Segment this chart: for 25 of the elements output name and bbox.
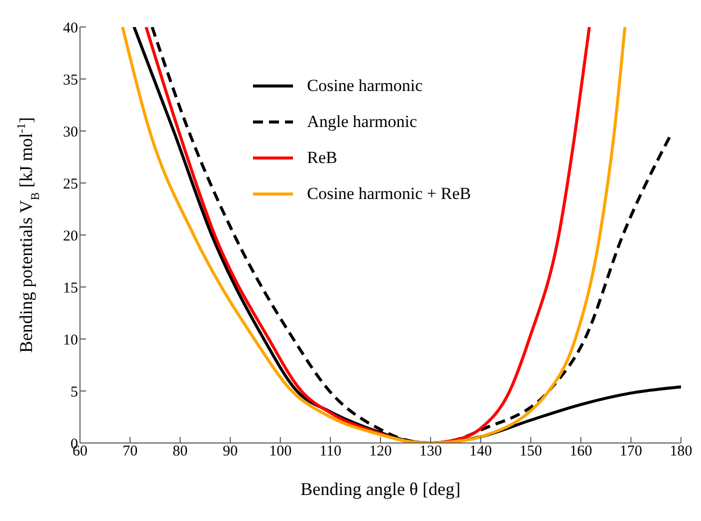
- x-axis-title: Bending angle θ [deg]: [300, 479, 461, 499]
- x-tick-label: 100: [269, 444, 292, 460]
- y-tick-label: 30: [63, 124, 78, 140]
- legend-label: Cosine harmonic + ReB: [307, 184, 471, 204]
- x-tick-label: 160: [570, 444, 592, 460]
- x-tick-label: 90: [222, 444, 238, 460]
- x-tick-label: 110: [319, 444, 342, 460]
- legend-label: ReB: [307, 148, 338, 168]
- y-tick-label: 25: [63, 176, 78, 192]
- x-tick-label: 120: [369, 444, 392, 460]
- y-tick-label: 5: [70, 384, 78, 400]
- x-tick-label: 130: [419, 444, 442, 460]
- y-tick-label: 20: [63, 228, 78, 244]
- legend-label: Cosine harmonic: [307, 76, 423, 96]
- y-tick-label: 40: [63, 20, 78, 36]
- x-tick-label: 150: [520, 444, 542, 460]
- legend-label: Angle harmonic: [307, 112, 417, 132]
- y-tick-label: 10: [63, 332, 78, 348]
- x-tick-label: 80: [172, 444, 188, 460]
- y-tick-label: 15: [63, 280, 78, 296]
- y-tick-label: 35: [63, 72, 78, 88]
- x-tick-label: 170: [620, 444, 642, 460]
- x-tick-label: 140: [469, 444, 492, 460]
- x-tick-label: 180: [670, 444, 692, 460]
- x-tick-label: 70: [122, 444, 138, 460]
